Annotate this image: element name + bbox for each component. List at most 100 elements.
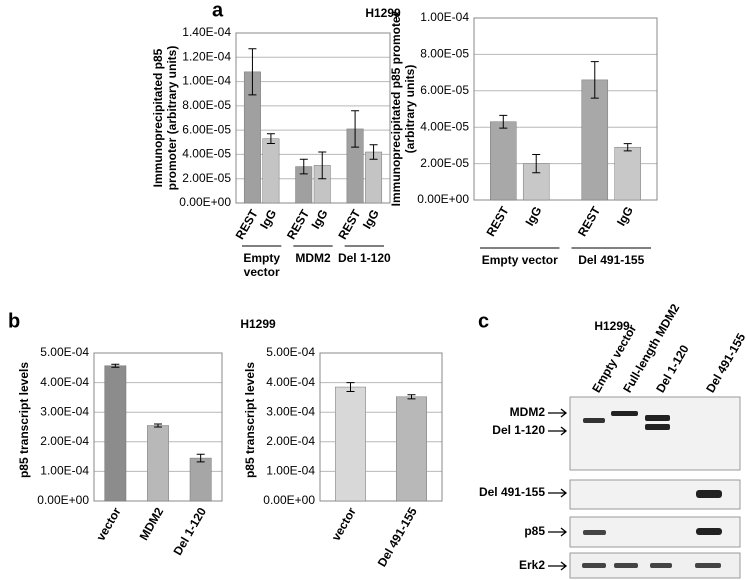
y-tick-label: 2.00E-04 xyxy=(40,434,89,448)
bar xyxy=(490,121,517,201)
blot-frame xyxy=(569,396,741,471)
panel-label: b xyxy=(8,310,20,332)
error-bar xyxy=(369,144,378,160)
y-axis-label: Immunoprecipitated p85 promoter (arbitra… xyxy=(151,45,179,191)
y-axis-label: Immunoprecipitated p85 promoter (arbitra… xyxy=(389,11,417,207)
bar xyxy=(147,425,169,502)
plot-frame xyxy=(235,32,391,204)
y-tick-label: 2.00E-04 xyxy=(266,434,315,448)
bar xyxy=(262,138,280,204)
row-label: Del 1-120 xyxy=(492,423,545,437)
error-bar xyxy=(623,143,632,152)
error-bar xyxy=(154,423,162,428)
row-label: MDM2 xyxy=(510,405,546,419)
bar xyxy=(581,79,609,201)
y-tick-label: 6.00E-05 xyxy=(182,122,231,136)
bar xyxy=(189,457,212,502)
y-tick-label: 0.00E+00 xyxy=(263,493,315,507)
band xyxy=(696,490,722,498)
lane-label: Del 1-120 xyxy=(653,342,692,395)
error-bar xyxy=(499,114,508,129)
plot-frame xyxy=(319,352,443,502)
panel-label: a xyxy=(212,0,224,21)
error-bar xyxy=(196,453,205,463)
chart-title: H1299 xyxy=(365,6,401,20)
x-tick-label: IgG xyxy=(360,207,382,231)
x-tick-label: IgG xyxy=(257,207,279,231)
bar xyxy=(335,386,366,502)
group-label: Del 1-120 xyxy=(337,251,391,265)
y-tick-label: 2.00E-05 xyxy=(182,171,231,185)
y-tick-label: 0.00E+00 xyxy=(37,493,89,507)
x-tick-label: Del 491-155 xyxy=(375,505,420,569)
arrow xyxy=(548,408,568,571)
plot-frame xyxy=(473,17,658,201)
y-tick-label: 5.00E-04 xyxy=(40,345,89,359)
y-tick-label: 5.00E-04 xyxy=(266,345,315,359)
x-tick-label: IgG xyxy=(308,207,330,231)
y-tick-label: 1.00E-04 xyxy=(266,464,315,478)
group-label: Del 491-155 xyxy=(578,253,645,267)
bar xyxy=(396,396,427,502)
y-tick-label: 4.00E-05 xyxy=(182,147,231,161)
band xyxy=(645,415,670,421)
x-tick-label: Del 1-120 xyxy=(171,505,210,558)
x-tick-label: IgG xyxy=(614,204,636,228)
band xyxy=(583,530,606,535)
error-bar xyxy=(407,394,416,400)
y-tick-label: 0.00E+00 xyxy=(417,192,469,206)
band xyxy=(695,563,721,568)
y-tick-label: 1.00E-04 xyxy=(182,74,231,88)
error-bar xyxy=(248,48,257,96)
group-label: Empty vector xyxy=(243,251,280,279)
x-tick-label: REST xyxy=(483,204,511,239)
band xyxy=(582,563,606,568)
x-tick-label: MDM2 xyxy=(137,505,167,543)
error-bar xyxy=(111,363,120,368)
y-axis-label: p85 transcript levels xyxy=(243,361,257,479)
error-bar xyxy=(351,110,360,148)
y-tick-label: 2.00E-05 xyxy=(420,156,469,170)
bar xyxy=(614,146,641,201)
y-tick-label: 1.00E-04 xyxy=(420,10,469,24)
y-tick-label: 4.00E-05 xyxy=(420,119,469,133)
x-tick-label: vector xyxy=(329,505,359,543)
blot-title: H1299 xyxy=(594,319,630,333)
y-tick-label: 4.00E-04 xyxy=(40,375,89,389)
chart-title: H1299 xyxy=(240,317,276,331)
group-label: Empty vector xyxy=(481,253,558,267)
blot xyxy=(548,396,741,579)
x-tick-label: REST xyxy=(575,204,603,239)
band xyxy=(696,528,722,535)
row-label: Del 491-155 xyxy=(479,485,545,499)
band xyxy=(611,411,638,416)
y-tick-label: 8.00E-05 xyxy=(182,98,231,112)
y-tick-label: 1.20E-04 xyxy=(182,49,231,63)
y-tick-label: 3.00E-04 xyxy=(266,404,315,418)
y-tick-label: 3.00E-04 xyxy=(40,404,89,418)
y-tick-label: 6.00E-05 xyxy=(420,83,469,97)
band xyxy=(583,418,605,423)
x-tick-label: IgG xyxy=(522,204,544,228)
lane-label: Del 491-155 xyxy=(703,331,746,395)
y-tick-label: 1.40E-04 xyxy=(182,25,231,39)
y-axis-label: p85 transcript levels xyxy=(17,361,31,479)
group-label: MDM2 xyxy=(295,251,331,265)
y-tick-label: 1.00E-04 xyxy=(40,464,89,478)
error-bar xyxy=(532,154,541,174)
panel-label: c xyxy=(478,310,489,332)
y-tick-label: 8.00E-05 xyxy=(420,47,469,61)
x-tick-label: vector xyxy=(94,505,124,543)
y-tick-label: 0.00E+00 xyxy=(179,195,231,209)
error-bar xyxy=(299,158,308,175)
row-label: p85 xyxy=(524,524,545,538)
error-bar xyxy=(266,133,275,144)
error-bar xyxy=(318,151,327,180)
row-label: Erk2 xyxy=(519,558,545,572)
band xyxy=(645,424,670,430)
band xyxy=(650,563,672,568)
y-tick-label: 4.00E-04 xyxy=(266,375,315,389)
band xyxy=(614,563,638,568)
